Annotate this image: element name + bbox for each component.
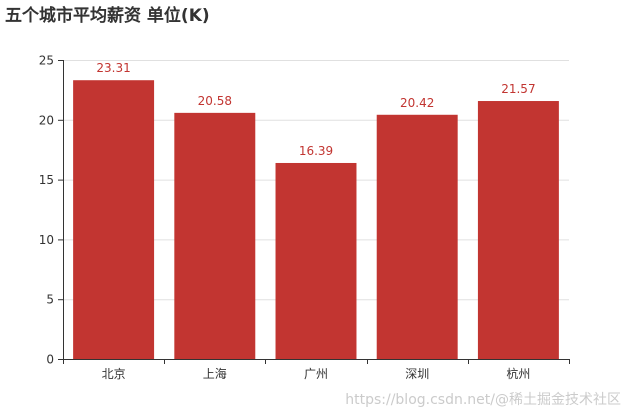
data-label: 16.39 (299, 144, 333, 158)
data-label: 21.57 (501, 82, 535, 96)
bar-2 (275, 162, 357, 359)
x-tick-label: 深圳 (405, 367, 429, 381)
data-label: 20.42 (400, 96, 434, 110)
y-tick-label: 10 (39, 233, 54, 247)
axes: 0 5 10 15 20 25 北京 上海 广州 深圳 杭州 (39, 54, 570, 381)
y-tick-label: 5 (46, 293, 54, 307)
y-tick-label: 15 (39, 173, 54, 187)
x-tick-label: 上海 (203, 366, 227, 381)
watermark: https://blog.csdn.net/@稀土掘金技术社区 (345, 392, 621, 408)
y-tick-label: 0 (46, 353, 54, 367)
y-tick-label: 20 (39, 113, 54, 127)
bar-3 (376, 114, 458, 360)
x-tick-label: 北京 (102, 367, 126, 381)
bars (73, 80, 559, 360)
data-label: 23.31 (96, 61, 130, 75)
bar-1 (174, 112, 256, 360)
x-tick-label: 广州 (304, 367, 328, 381)
bar-4 (477, 101, 559, 359)
y-tick-label: 25 (39, 54, 54, 68)
data-label: 20.58 (198, 94, 232, 108)
data-labels: 23.31 20.58 16.39 20.42 21.57 (96, 61, 535, 158)
bar-0 (73, 80, 155, 359)
chart-title: 五个城市平均薪资 单位(K) (5, 6, 210, 26)
x-tick-label: 杭州 (506, 366, 530, 381)
